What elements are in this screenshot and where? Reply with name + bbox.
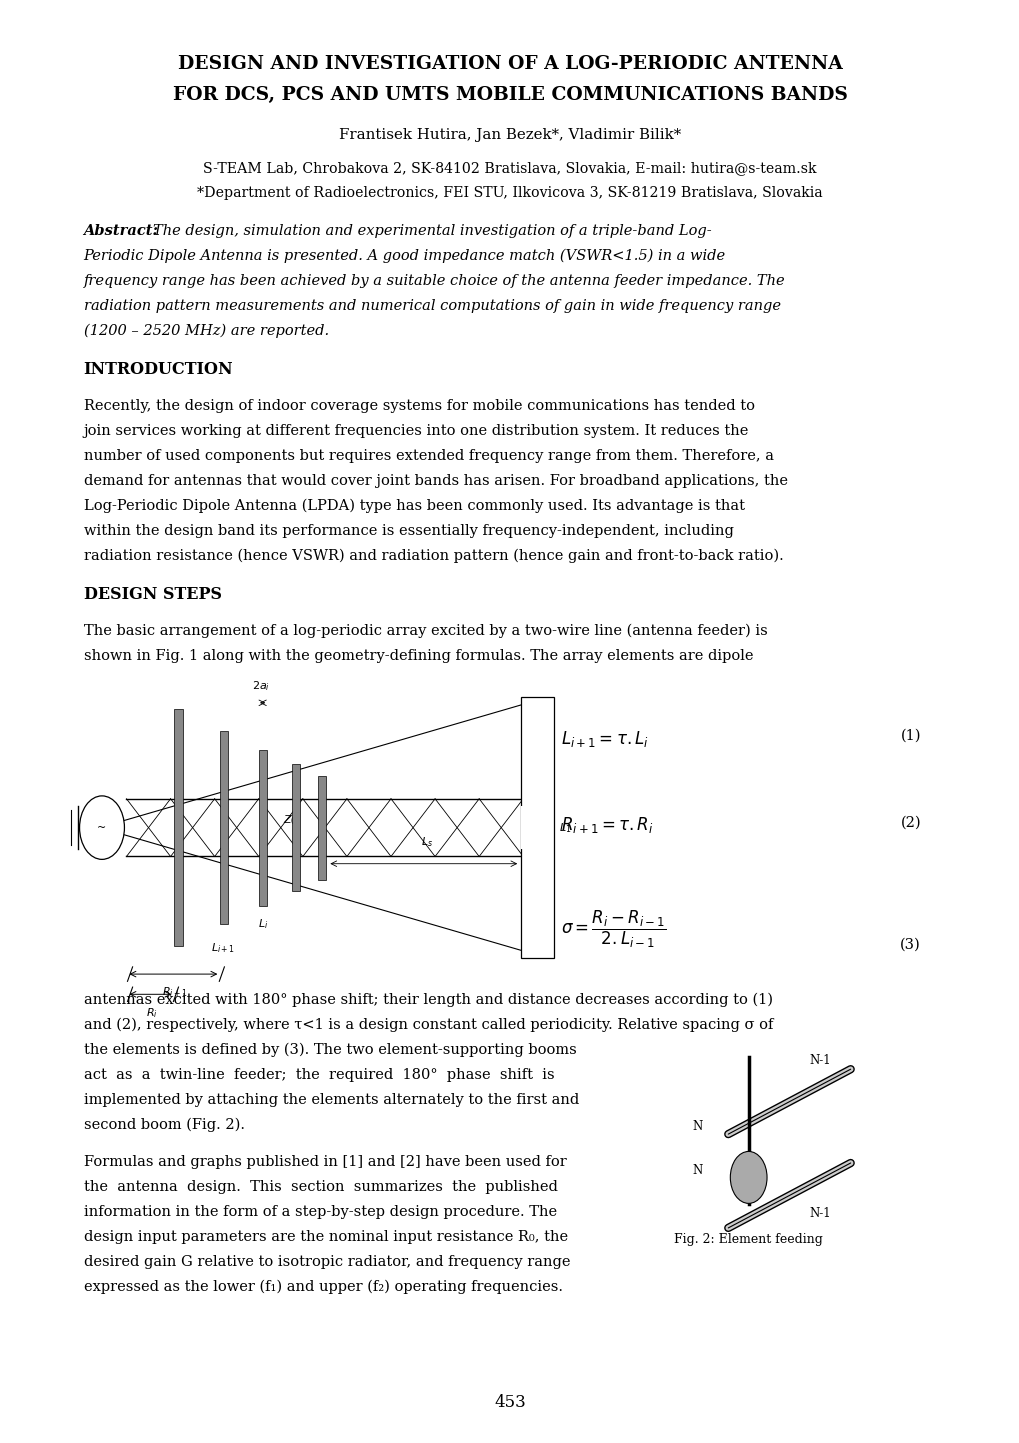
FancyBboxPatch shape (259, 750, 267, 906)
FancyBboxPatch shape (220, 732, 228, 925)
Text: Frantisek Hutira, Jan Bezek*, Vladimir Bilik*: Frantisek Hutira, Jan Bezek*, Vladimir B… (338, 128, 681, 141)
Text: Fig. 2: Element feeding: Fig. 2: Element feeding (674, 1232, 822, 1245)
FancyBboxPatch shape (318, 776, 326, 880)
Text: number of used components but requires extended frequency range from them. There: number of used components but requires e… (84, 449, 772, 463)
Text: FOR DCS, PCS AND UMTS MOBILE COMMUNICATIONS BANDS: FOR DCS, PCS AND UMTS MOBILE COMMUNICATI… (172, 87, 847, 104)
Text: N-1: N-1 (809, 1206, 830, 1219)
FancyBboxPatch shape (174, 710, 182, 947)
Text: $Z_0$: $Z_0$ (282, 814, 297, 827)
Text: expressed as the lower (f₁) and upper (f₂) operating frequencies.: expressed as the lower (f₁) and upper (f… (84, 1280, 562, 1294)
Text: Abstract:: Abstract: (84, 224, 158, 238)
Text: $L_s$: $L_s$ (421, 835, 432, 848)
Text: join services working at different frequencies into one distribution system. It : join services working at different frequ… (84, 424, 748, 437)
FancyBboxPatch shape (291, 765, 300, 892)
Text: INTRODUCTION: INTRODUCTION (84, 361, 233, 378)
Text: (3): (3) (900, 938, 920, 952)
Text: $R_{i+1}$: $R_{i+1}$ (161, 986, 187, 1000)
Text: Formulas and graphs published in [1] and [2] have been used for: Formulas and graphs published in [1] and… (84, 1154, 566, 1169)
Text: DESIGN STEPS: DESIGN STEPS (84, 586, 221, 603)
Text: Recently, the design of indoor coverage systems for mobile communications has te: Recently, the design of indoor coverage … (84, 398, 754, 413)
Text: N-1: N-1 (809, 1055, 830, 1068)
Text: DESIGN AND INVESTIGATION OF A LOG-PERIODIC ANTENNA: DESIGN AND INVESTIGATION OF A LOG-PERIOD… (177, 55, 842, 72)
Text: design input parameters are the nominal input resistance R₀, the: design input parameters are the nominal … (84, 1229, 568, 1244)
Text: The design, simulation and experimental investigation of a triple-band Log-: The design, simulation and experimental … (153, 224, 711, 238)
Text: The basic arrangement of a log-periodic array excited by a two-wire line (antenn: The basic arrangement of a log-periodic … (84, 623, 766, 638)
FancyBboxPatch shape (521, 807, 533, 850)
FancyBboxPatch shape (521, 697, 553, 958)
Text: desired gain G relative to isotropic radiator, and frequency range: desired gain G relative to isotropic rad… (84, 1255, 570, 1268)
Text: $L_{i+1} = \tau.L_i$: $L_{i+1} = \tau.L_i$ (560, 729, 648, 749)
Text: the elements is defined by (3). The two element-supporting booms: the elements is defined by (3). The two … (84, 1043, 576, 1058)
Text: the  antenna  design.  This  section  summarizes  the  published: the antenna design. This section summari… (84, 1180, 557, 1193)
Text: and (2), respectively, where τ<1 is a design constant called periodicity. Relati: and (2), respectively, where τ<1 is a de… (84, 1017, 772, 1032)
Text: Periodic Dipole Antenna is presented. A good impedance match (VSWR<1.5) in a wid: Periodic Dipole Antenna is presented. A … (84, 248, 726, 263)
Text: information in the form of a step-by-step design procedure. The: information in the form of a step-by-ste… (84, 1205, 556, 1219)
Text: *Department of Radioelectronics, FEI STU, Ilkovicova 3, SK-81219 Bratislava, Slo: *Department of Radioelectronics, FEI STU… (197, 186, 822, 201)
Text: shown in Fig. 1 along with the geometry-defining formulas. The array elements ar: shown in Fig. 1 along with the geometry-… (84, 649, 752, 662)
Text: $L_1$: $L_1$ (558, 821, 571, 834)
Circle shape (730, 1152, 766, 1203)
Text: $\sigma = \dfrac{R_i - R_{i-1}}{2.L_{i-1}}$: $\sigma = \dfrac{R_i - R_{i-1}}{2.L_{i-1… (560, 909, 666, 951)
Text: N: N (692, 1120, 702, 1133)
Text: radiation pattern measurements and numerical computations of gain in wide freque: radiation pattern measurements and numer… (84, 299, 780, 313)
Text: S-TEAM Lab, Chrobakova 2, SK-84102 Bratislava, Slovakia, E-mail: hutira@s-team.s: S-TEAM Lab, Chrobakova 2, SK-84102 Brati… (203, 162, 816, 175)
Text: second boom (Fig. 2).: second boom (Fig. 2). (84, 1118, 245, 1133)
Text: $L_i$: $L_i$ (258, 918, 268, 931)
Text: ~: ~ (97, 823, 107, 833)
Text: Log-Periodic Dipole Antenna (LPDA) type has been commonly used. Its advantage is: Log-Periodic Dipole Antenna (LPDA) type … (84, 499, 744, 514)
Text: N: N (692, 1163, 702, 1176)
Text: implemented by attaching the elements alternately to the first and: implemented by attaching the elements al… (84, 1092, 579, 1107)
Text: 453: 453 (493, 1394, 526, 1411)
Text: $R_i$: $R_i$ (146, 1006, 157, 1020)
Text: radiation resistance (hence VSWR) and radiation pattern (hence gain and front-to: radiation resistance (hence VSWR) and ra… (84, 548, 783, 563)
Text: antennas excited with 180° phase shift; their length and distance decreases acco: antennas excited with 180° phase shift; … (84, 993, 771, 1007)
Text: act  as  a  twin-line  feeder;  the  required  180°  phase  shift  is: act as a twin-line feeder; the required … (84, 1068, 553, 1082)
Text: (2): (2) (900, 815, 920, 830)
Text: $L_{i+1}$: $L_{i+1}$ (211, 942, 235, 955)
Text: (1): (1) (900, 729, 920, 743)
Text: (1200 – 2520 MHz) are reported.: (1200 – 2520 MHz) are reported. (84, 323, 328, 338)
Text: demand for antennas that would cover joint bands has arisen. For broadband appli: demand for antennas that would cover joi… (84, 473, 787, 488)
Text: $R_{i+1} = \tau.R_i$: $R_{i+1} = \tau.R_i$ (560, 815, 653, 835)
Text: within the design band its performance is essentially frequency-independent, inc: within the design band its performance i… (84, 524, 733, 538)
Text: $2a_i$: $2a_i$ (252, 678, 270, 693)
Text: frequency range has been achieved by a suitable choice of the antenna feeder imp: frequency range has been achieved by a s… (84, 274, 785, 287)
